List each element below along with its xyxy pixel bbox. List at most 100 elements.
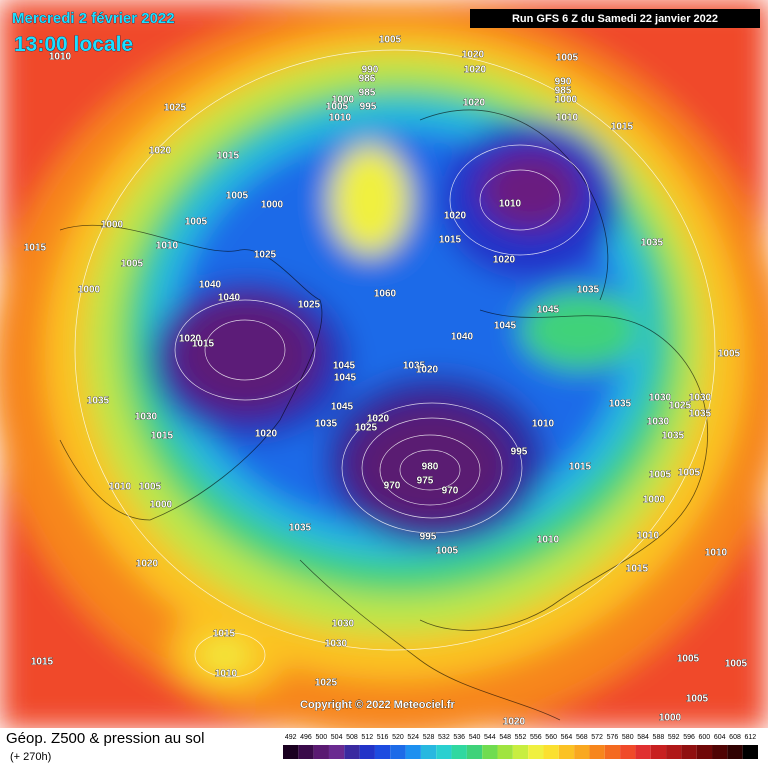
pressure-label: 1020 bbox=[179, 334, 202, 345]
pressure-label: 995 bbox=[420, 532, 437, 543]
pressure-label: 1005 bbox=[185, 217, 208, 228]
colorbar: 492 496 500 504 508 512 516 520 524 528 532 536 540 5… bbox=[283, 734, 758, 759]
pressure-label: 1035 bbox=[577, 285, 600, 296]
pressure-label: 1005 bbox=[436, 546, 459, 557]
pressure-label: 1000 bbox=[101, 220, 124, 231]
pressure-label: 1010 bbox=[109, 482, 132, 493]
pressure-label: 1020 bbox=[463, 98, 486, 109]
pressure-label: 1060 bbox=[374, 289, 397, 300]
pressure-label: 1015 bbox=[217, 151, 240, 162]
colorbar-swatch bbox=[313, 745, 329, 759]
colorbar-label: 612 bbox=[744, 734, 756, 741]
pressure-label: 1035 bbox=[403, 361, 426, 372]
colorbar-swatch bbox=[666, 745, 682, 759]
colorbar-label: 492 bbox=[285, 734, 297, 741]
colorbar-label: 500 bbox=[315, 734, 327, 741]
run-box bbox=[470, 9, 760, 28]
pressure-label: 1030 bbox=[649, 393, 672, 404]
run-info: Run GFS 6 Z du Samedi 22 janvier 2022 bbox=[512, 13, 718, 25]
pressure-label: 1020 bbox=[416, 365, 439, 376]
pressure-label: 1010 bbox=[499, 199, 522, 210]
pressure-label: 1020 bbox=[149, 146, 172, 157]
valid-date: Mercredi 2 février 2022 bbox=[12, 10, 175, 27]
pressure-label: 1035 bbox=[315, 419, 338, 430]
pressure-label: 1035 bbox=[662, 431, 685, 442]
pressure-label: 986 bbox=[359, 74, 376, 85]
pressure-label: 990 bbox=[362, 65, 379, 76]
pressure-label: 1000 bbox=[659, 713, 682, 724]
colorbar-label: 540 bbox=[469, 734, 481, 741]
pressure-label: 1005 bbox=[649, 470, 672, 481]
pressure-label: 1020 bbox=[493, 255, 516, 266]
pressure-label: 1030 bbox=[325, 639, 348, 650]
lead-time: (+ 270h) bbox=[10, 751, 51, 763]
pressure-label: 1035 bbox=[609, 399, 632, 410]
pressure-label: 1035 bbox=[87, 396, 110, 407]
copyright: Copyright © 2022 Meteociel.fr bbox=[300, 699, 456, 711]
pressure-label: 1020 bbox=[464, 65, 487, 76]
colorbar-label: 572 bbox=[591, 734, 603, 741]
colorbar-swatch bbox=[604, 745, 621, 759]
colorbar-swatch bbox=[466, 745, 483, 759]
colorbar-label: 568 bbox=[576, 734, 588, 741]
pressure-label: 995 bbox=[511, 447, 528, 458]
pressure-label: 1005 bbox=[121, 259, 144, 270]
pressure-label: 1010 bbox=[705, 548, 728, 559]
pressure-label: 1005 bbox=[139, 482, 162, 493]
colorbar-swatch bbox=[436, 745, 452, 759]
pressure-label: 1015 bbox=[192, 339, 215, 350]
colorbar-label: 496 bbox=[300, 734, 312, 741]
pressure-label: 1020 bbox=[503, 717, 526, 728]
colorbar-label: 548 bbox=[499, 734, 511, 741]
colorbar-swatch bbox=[635, 745, 651, 759]
colorbar-swatch bbox=[543, 745, 559, 759]
colorbar-swatch bbox=[696, 745, 713, 759]
colorbar-label: 516 bbox=[377, 734, 389, 741]
colorbar-swatch bbox=[405, 745, 421, 759]
pressure-label: 980 bbox=[422, 462, 439, 473]
pressure-label: 1020 bbox=[136, 559, 159, 570]
pressure-label: 1045 bbox=[333, 361, 356, 372]
pressure-label: 1025 bbox=[315, 678, 338, 689]
colorbar-swatch bbox=[742, 745, 758, 759]
pressure-label: 1030 bbox=[135, 412, 158, 423]
colorbar-swatch bbox=[482, 745, 498, 759]
pressure-label: 1015 bbox=[213, 629, 236, 640]
pressure-label: 1000 bbox=[261, 200, 284, 211]
pressure-label: 1010 bbox=[156, 241, 179, 252]
pressure-label: 1035 bbox=[289, 523, 312, 534]
pressure-label: 1020 bbox=[255, 429, 278, 440]
coastlines bbox=[59, 109, 708, 721]
pressure-label: 1010 bbox=[215, 669, 238, 680]
colorbar-swatch bbox=[727, 745, 743, 759]
pressure-label: 1000 bbox=[150, 500, 173, 511]
pressure-label: 1025 bbox=[355, 423, 378, 434]
colorbar-swatch bbox=[451, 745, 467, 759]
colorbar-swatch bbox=[620, 745, 636, 759]
colorbar-label: 528 bbox=[423, 734, 435, 741]
colorbar-label: 592 bbox=[668, 734, 680, 741]
colorbar-label: 552 bbox=[515, 734, 527, 741]
pressure-label: 1035 bbox=[689, 409, 712, 420]
colorbar-label: 604 bbox=[714, 734, 726, 741]
pressure-label: 1005 bbox=[686, 694, 709, 705]
pressure-label: 1010 bbox=[532, 419, 555, 430]
colorbar-label: 584 bbox=[637, 734, 649, 741]
pressure-label: 970 bbox=[442, 486, 459, 497]
pressure-label: 1015 bbox=[151, 431, 174, 442]
pressure-label: 1010 bbox=[329, 113, 352, 124]
isobars bbox=[74, 49, 716, 678]
pressure-label: 1005 bbox=[379, 35, 402, 46]
colorbar-swatch bbox=[574, 745, 590, 759]
colorbar-swatch bbox=[558, 745, 575, 759]
pressure-label: 1005 bbox=[677, 654, 700, 665]
colorbar-swatch bbox=[512, 745, 529, 759]
pressure-label: 1020 bbox=[367, 414, 390, 425]
pressure-label: 985 bbox=[555, 86, 572, 97]
pressure-label: 1010 bbox=[49, 52, 72, 63]
colorbar-swatch bbox=[712, 745, 728, 759]
colorbar-label: 600 bbox=[699, 734, 711, 741]
pressure-label: 1040 bbox=[451, 332, 474, 343]
colorbar-swatch bbox=[650, 745, 667, 759]
pressure-label: 1005 bbox=[725, 659, 748, 670]
